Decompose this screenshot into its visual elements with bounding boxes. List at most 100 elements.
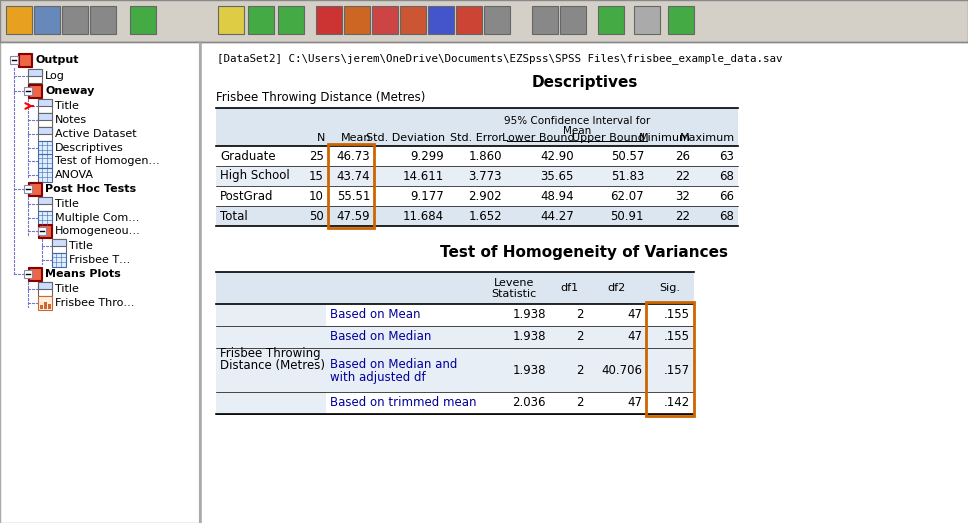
Text: Active Dataset: Active Dataset bbox=[55, 129, 136, 139]
Text: Maximum: Maximum bbox=[680, 133, 735, 143]
Text: Std. Deviation: Std. Deviation bbox=[366, 133, 445, 143]
Bar bbox=[52, 239, 66, 253]
Text: 2: 2 bbox=[577, 309, 584, 322]
Bar bbox=[326, 326, 694, 348]
Bar bbox=[19, 54, 31, 66]
Bar bbox=[90, 6, 116, 34]
Text: Descriptives: Descriptives bbox=[55, 143, 124, 153]
Text: Minimum: Minimum bbox=[639, 133, 691, 143]
Text: 68: 68 bbox=[719, 210, 734, 222]
Text: Statistic: Statistic bbox=[492, 289, 536, 299]
Text: Levene: Levene bbox=[494, 278, 534, 288]
Text: 51.83: 51.83 bbox=[611, 169, 644, 183]
Bar bbox=[24, 185, 32, 193]
Text: 1.860: 1.860 bbox=[469, 150, 502, 163]
Bar bbox=[532, 6, 558, 34]
Bar bbox=[34, 6, 60, 34]
Bar bbox=[38, 127, 52, 141]
Bar bbox=[248, 6, 274, 34]
Bar bbox=[28, 182, 42, 196]
Bar bbox=[29, 85, 41, 97]
Bar bbox=[0, 0, 968, 42]
Text: Based on trimmed mean: Based on trimmed mean bbox=[330, 396, 476, 410]
Text: Log: Log bbox=[45, 71, 65, 81]
Bar bbox=[456, 6, 482, 34]
Bar bbox=[38, 224, 52, 238]
Text: .155: .155 bbox=[664, 331, 690, 344]
Text: 22: 22 bbox=[675, 210, 690, 222]
Text: [DataSet2] C:\Users\jerem\OneDrive\Documents\EZSpss\SPSS Files\frisbee_example_d: [DataSet2] C:\Users\jerem\OneDrive\Docum… bbox=[217, 53, 782, 64]
Text: .155: .155 bbox=[664, 309, 690, 322]
Text: Frisbee T…: Frisbee T… bbox=[69, 255, 131, 265]
Bar bbox=[216, 272, 694, 304]
Bar bbox=[328, 144, 374, 228]
Text: Oneway: Oneway bbox=[45, 86, 94, 96]
Text: 2: 2 bbox=[577, 331, 584, 344]
Text: Notes: Notes bbox=[55, 115, 87, 125]
Text: Based on Mean: Based on Mean bbox=[330, 309, 420, 322]
Bar bbox=[38, 227, 46, 235]
Text: with adjusted df: with adjusted df bbox=[330, 370, 426, 383]
Text: Graduate: Graduate bbox=[220, 150, 276, 163]
Bar bbox=[38, 296, 52, 310]
Text: Mean: Mean bbox=[562, 126, 591, 136]
Bar bbox=[38, 113, 52, 127]
Bar bbox=[38, 127, 52, 134]
Text: 9.299: 9.299 bbox=[410, 150, 444, 163]
Bar bbox=[28, 69, 42, 76]
Bar bbox=[29, 268, 41, 280]
Bar bbox=[38, 168, 52, 182]
Bar bbox=[646, 302, 694, 416]
Text: Frisbee Throwing Distance (Metres): Frisbee Throwing Distance (Metres) bbox=[216, 92, 425, 105]
Text: PostGrad: PostGrad bbox=[220, 189, 274, 202]
Text: 2: 2 bbox=[577, 396, 584, 410]
Bar bbox=[326, 348, 694, 392]
Text: Frisbee Thro…: Frisbee Thro… bbox=[55, 298, 135, 308]
Bar bbox=[216, 108, 738, 146]
Text: df1: df1 bbox=[560, 283, 578, 293]
Bar bbox=[484, 6, 510, 34]
Text: 10: 10 bbox=[309, 189, 324, 202]
Text: 9.177: 9.177 bbox=[410, 189, 444, 202]
Bar bbox=[130, 6, 156, 34]
Text: 1.652: 1.652 bbox=[469, 210, 502, 222]
Text: Based on Median and: Based on Median and bbox=[330, 358, 457, 370]
Bar bbox=[634, 6, 660, 34]
Text: Post Hoc Tests: Post Hoc Tests bbox=[45, 184, 136, 194]
Text: .142: .142 bbox=[664, 396, 690, 410]
Bar bbox=[38, 197, 52, 204]
Bar bbox=[216, 186, 738, 206]
Text: 32: 32 bbox=[675, 189, 690, 202]
Text: Title: Title bbox=[69, 241, 93, 251]
Bar bbox=[38, 113, 52, 120]
Text: 47: 47 bbox=[627, 309, 642, 322]
Text: 40.706: 40.706 bbox=[601, 363, 642, 377]
Text: 44.27: 44.27 bbox=[540, 210, 574, 222]
Text: 48.94: 48.94 bbox=[540, 189, 574, 202]
Text: 47.59: 47.59 bbox=[336, 210, 370, 222]
Bar bbox=[24, 270, 32, 278]
Text: 2.036: 2.036 bbox=[512, 396, 546, 410]
Text: df2: df2 bbox=[608, 283, 626, 293]
Text: 50.91: 50.91 bbox=[611, 210, 644, 222]
Bar bbox=[18, 53, 32, 67]
Text: Based on Median: Based on Median bbox=[330, 331, 432, 344]
Text: 2.902: 2.902 bbox=[469, 189, 502, 202]
Bar bbox=[278, 6, 304, 34]
Text: 1.938: 1.938 bbox=[512, 331, 546, 344]
Text: 68: 68 bbox=[719, 169, 734, 183]
Text: 1.938: 1.938 bbox=[512, 309, 546, 322]
Text: 15: 15 bbox=[309, 169, 324, 183]
Bar bbox=[38, 99, 52, 113]
Text: Multiple Com…: Multiple Com… bbox=[55, 213, 139, 223]
Bar bbox=[598, 6, 624, 34]
Text: 50: 50 bbox=[309, 210, 324, 222]
Bar bbox=[316, 6, 342, 34]
Text: 25: 25 bbox=[309, 150, 324, 163]
Text: 35.65: 35.65 bbox=[540, 169, 574, 183]
Text: .157: .157 bbox=[664, 363, 690, 377]
Bar bbox=[38, 211, 52, 225]
Bar bbox=[10, 56, 18, 64]
Bar bbox=[0, 42, 200, 523]
Bar bbox=[668, 6, 694, 34]
